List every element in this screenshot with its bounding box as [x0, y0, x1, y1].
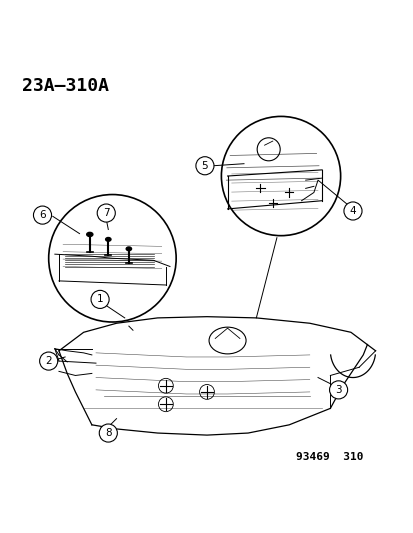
- Text: 7: 7: [103, 208, 109, 218]
- Text: 93469  310: 93469 310: [295, 452, 362, 462]
- Circle shape: [40, 352, 57, 370]
- Circle shape: [91, 290, 109, 309]
- Text: 2: 2: [45, 356, 52, 366]
- Text: 3: 3: [335, 385, 341, 395]
- Text: 1: 1: [97, 294, 103, 304]
- Circle shape: [221, 116, 340, 236]
- Circle shape: [195, 157, 214, 175]
- Circle shape: [97, 204, 115, 222]
- Ellipse shape: [86, 232, 93, 237]
- Circle shape: [33, 206, 52, 224]
- Text: 4: 4: [349, 206, 356, 216]
- Text: 5: 5: [201, 161, 208, 171]
- Circle shape: [343, 202, 361, 220]
- Text: 23A–310A: 23A–310A: [22, 77, 109, 95]
- Circle shape: [329, 381, 347, 399]
- Circle shape: [49, 195, 176, 322]
- Ellipse shape: [105, 238, 111, 241]
- Ellipse shape: [126, 247, 131, 251]
- Circle shape: [99, 424, 117, 442]
- Text: 6: 6: [39, 210, 46, 220]
- Text: 8: 8: [105, 428, 112, 438]
